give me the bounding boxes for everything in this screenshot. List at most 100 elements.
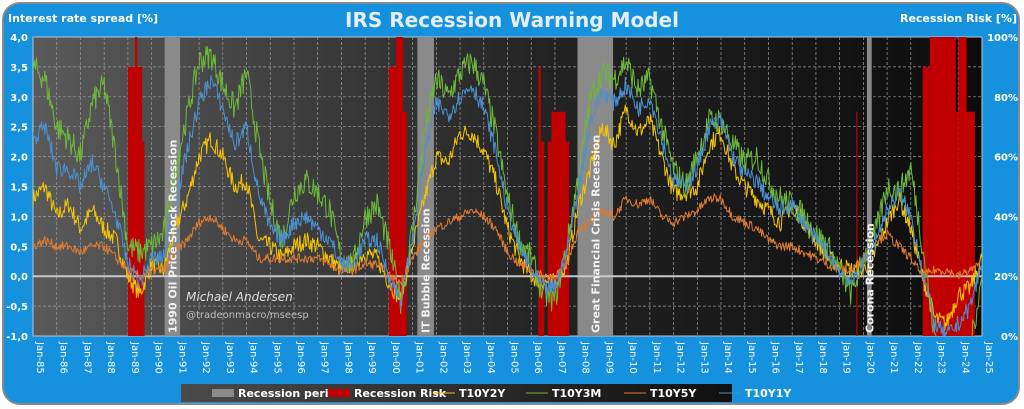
x-tick-label: Jan-85 xyxy=(34,341,45,374)
x-tick-label: Jan-22 xyxy=(912,341,923,374)
x-tick-label: Jan-09 xyxy=(603,341,614,374)
recession-risk-bar xyxy=(966,111,975,336)
legend-label: T10Y3M xyxy=(552,387,601,400)
y-right-tick-label: 60% xyxy=(994,153,1018,164)
y-right-axis-title: Recession Risk [%] xyxy=(900,12,1017,25)
y-left-tick-label: -1,0 xyxy=(6,332,28,343)
legend-swatch-box xyxy=(212,389,234,397)
series-line-t10y5y xyxy=(33,193,982,286)
recession-risk-bar xyxy=(388,66,393,336)
recession-risk-bar xyxy=(958,37,967,336)
legend-label: T10Y2Y xyxy=(459,387,506,400)
y-right-ticks: 100% 80% 60% 40% 20% 0% xyxy=(987,33,1018,343)
recession-risk-bar xyxy=(142,141,145,336)
recession-label: IT Bubble Recession xyxy=(420,208,433,333)
y-left-axis-title: Interest rate spread [%] xyxy=(8,12,158,25)
recession-risk-bar xyxy=(940,37,950,336)
recession-risk-bar xyxy=(955,111,959,336)
recession-label: Great Financial Crisis Recession xyxy=(589,135,602,333)
x-tick-label: Jan-19 xyxy=(841,341,852,374)
legend xyxy=(181,384,732,402)
x-tick-label: Jan-13 xyxy=(698,341,709,374)
series-lines xyxy=(33,45,982,336)
y-left-tick-label: 2,5 xyxy=(10,123,28,134)
x-tick-label: Jan-21 xyxy=(888,341,899,374)
y-left-tick-label: 2,0 xyxy=(10,153,28,164)
x-tick-label: Jan-18 xyxy=(817,341,828,374)
legend-label: Recession periods xyxy=(238,387,351,400)
chart-title: IRS Recession Warning Model xyxy=(345,8,679,32)
x-tick-label: Jan-04 xyxy=(485,341,496,374)
series-line-t10y1y xyxy=(33,74,982,336)
legend-label: T10Y1Y xyxy=(745,387,792,400)
y-left-tick-label: 1,5 xyxy=(10,183,28,194)
x-ticks: Jan-85 Jan-86 Jan-87 Jan-88 Jan-89 Jan-90 Jan-… xyxy=(34,341,994,374)
x-tick-label: Jan-89 xyxy=(129,341,140,374)
x-tick-label: Jan-93 xyxy=(224,341,235,374)
y-right-tick-label: 80% xyxy=(994,93,1018,104)
x-tick-label: Jan-02 xyxy=(437,341,448,374)
x-tick-label: Jan-24 xyxy=(959,341,970,374)
x-tick-label: Jan-11 xyxy=(651,341,662,374)
x-tick-label: Jan-87 xyxy=(81,341,92,374)
recession-risk-bar xyxy=(547,141,552,336)
x-tick-label: Jan-94 xyxy=(248,341,259,374)
recession-risk-bar xyxy=(395,37,404,336)
watermark-author: Michael Andersen xyxy=(186,290,293,304)
legend-swatch-box xyxy=(328,389,350,397)
recession-risk-bar xyxy=(538,66,541,336)
x-tick-label: Jan-01 xyxy=(414,341,425,374)
x-tick-label: Jan-16 xyxy=(769,341,780,374)
x-tick-label: Jan-86 xyxy=(58,341,69,374)
recession-period-band xyxy=(866,37,872,336)
x-tick-label: Jan-06 xyxy=(532,341,543,374)
recession-label: Corona Recession xyxy=(863,223,876,333)
y-left-tick-label: 0,0 xyxy=(10,272,28,283)
legend-label: Recession Risk xyxy=(354,387,447,400)
x-tick-label: Jan-14 xyxy=(722,341,733,374)
recession-risk-bar xyxy=(949,37,956,336)
y-right-tick-label: 100% xyxy=(987,33,1018,44)
y-left-tick-label: 4,0 xyxy=(10,33,28,44)
recession-risk-bar xyxy=(135,37,138,336)
x-tick-label: Jan-91 xyxy=(176,341,187,374)
y-left-tick-label: 3,5 xyxy=(10,63,28,74)
recession-risk-bar xyxy=(922,66,930,336)
x-tick-label: Jan-25 xyxy=(983,341,994,374)
recession-risk-bar xyxy=(929,37,941,336)
recession-labels: 1990 Oil Price Shock Recession IT Bubble … xyxy=(166,135,876,333)
recession-risk-bar xyxy=(856,111,858,336)
x-tick-label: Jan-98 xyxy=(342,341,353,374)
recession-label: 1990 Oil Price Shock Recession xyxy=(166,140,179,333)
x-tick-label: Jan-17 xyxy=(793,341,804,374)
x-tick-label: Jan-96 xyxy=(295,341,306,374)
x-tick-label: Jan-10 xyxy=(627,341,638,374)
watermark-handle: @tradeonmacro/mseesp xyxy=(186,310,309,321)
x-tick-label: Jan-88 xyxy=(105,341,116,374)
x-tick-label: Jan-12 xyxy=(675,341,686,374)
legend-label: T10Y5Y xyxy=(650,387,697,400)
x-tick-label: Jan-97 xyxy=(319,341,330,374)
recession-risk-bar xyxy=(551,111,566,336)
recession-risk-bar xyxy=(127,66,136,336)
x-tick-label: Jan-23 xyxy=(936,341,947,374)
recession-risk-bar xyxy=(540,141,545,336)
recession-risk-bar xyxy=(137,66,143,336)
x-tick-label: Jan-95 xyxy=(271,341,282,374)
recession-risk-bar xyxy=(392,66,396,336)
x-tick-label: Jan-05 xyxy=(509,341,520,374)
y-left-tick-label: 3,0 xyxy=(10,93,28,104)
recession-risk-bar xyxy=(403,111,407,336)
legend-items: Recession periods Recession Risk T10Y2Y T10… xyxy=(212,387,792,400)
x-tick-label: Jan-15 xyxy=(746,341,757,374)
x-tick-label: Jan-00 xyxy=(390,341,401,374)
y-left-tick-label: 0,5 xyxy=(10,242,28,253)
x-tick-label: Jan-03 xyxy=(461,341,472,374)
y-left-tick-label: 1,0 xyxy=(10,212,28,223)
x-tick-label: Jan-90 xyxy=(153,341,164,374)
x-tick-label: Jan-92 xyxy=(200,341,211,374)
y-left-ticks: 4,0 3,5 3,0 2,5 2,0 1,5 1,0 0,5 0,0 -0,5 -1,0 xyxy=(6,33,28,343)
recession-risk-bars xyxy=(127,37,975,336)
series-line-t10y3m xyxy=(33,45,982,336)
